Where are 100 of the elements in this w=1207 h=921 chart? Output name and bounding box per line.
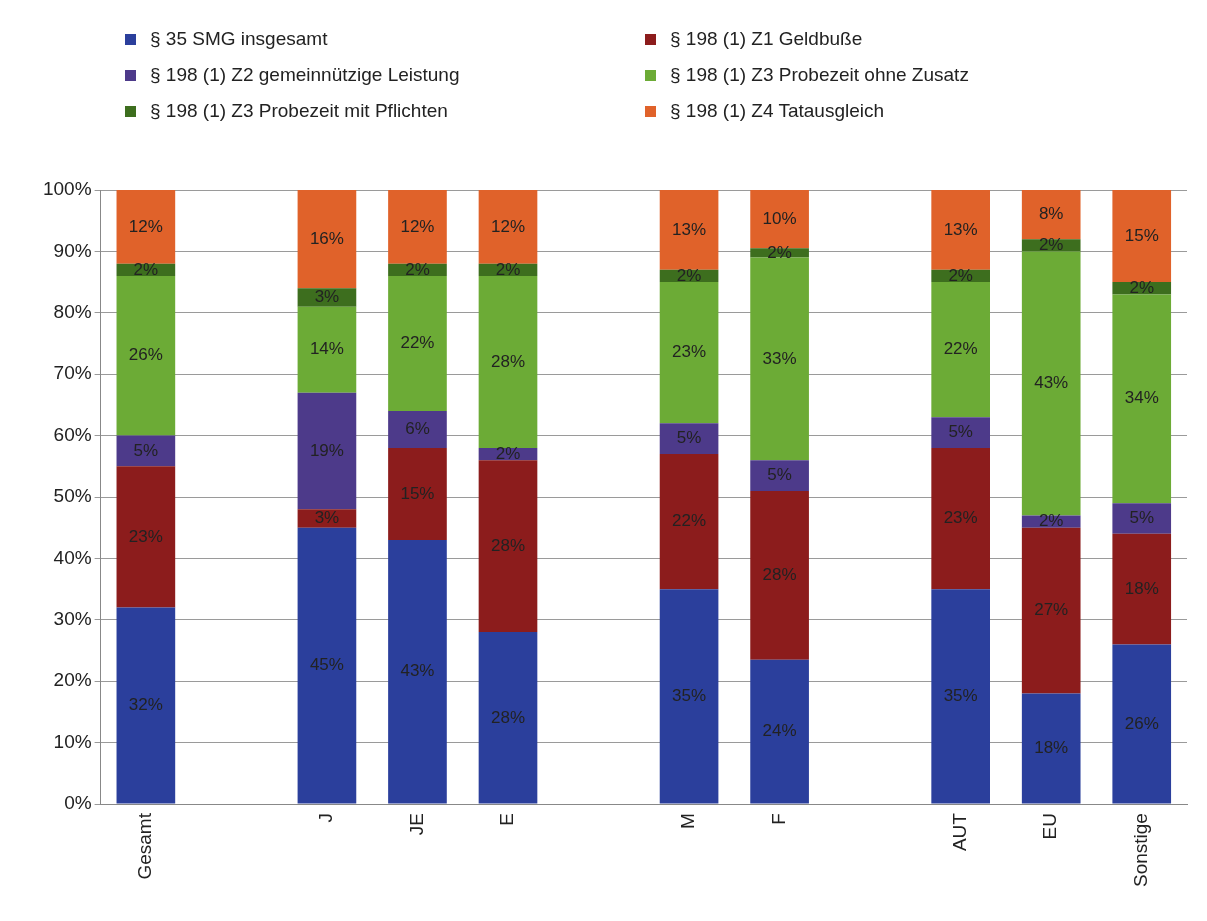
legend-label: § 198 (1) Z2 gemeinnützige Leistung <box>150 64 460 86</box>
y-tick-label: 90% <box>53 239 92 261</box>
data-label: 22% <box>400 333 435 353</box>
y-tick-label: 30% <box>53 608 92 630</box>
data-label: 43% <box>400 661 435 681</box>
bar <box>478 275 538 448</box>
bar <box>388 540 447 804</box>
x-tick-label: AUT <box>948 812 970 852</box>
bar <box>116 190 176 264</box>
x-tick-label: E <box>496 813 518 826</box>
data-label: 28% <box>490 535 526 555</box>
x-tick-label: Sonstige <box>1129 813 1151 888</box>
bar <box>478 190 538 264</box>
data-label: 28% <box>490 351 526 371</box>
bar <box>750 460 809 491</box>
data-label: 33% <box>762 348 797 368</box>
x-tick-label: J <box>315 813 337 823</box>
legend-label: § 198 (1) Z3 Probezeit mit Pflichten <box>150 100 448 122</box>
y-tick-label: 50% <box>53 485 92 507</box>
data-label: 26% <box>1124 713 1159 733</box>
data-label: 28% <box>762 565 797 585</box>
legend-label: § 198 (1) Z1 Geldbuße <box>670 28 863 50</box>
data-label: 2% <box>1129 277 1155 297</box>
bar <box>750 659 809 804</box>
bar <box>297 306 357 393</box>
data-label: 2% <box>1038 234 1064 254</box>
data-label: 12% <box>400 216 435 236</box>
data-label: 5% <box>948 422 973 442</box>
data-label: 8% <box>1038 204 1064 224</box>
bar <box>659 282 719 424</box>
y-tick-label: 0% <box>64 792 92 814</box>
data-label: 10% <box>762 208 797 228</box>
data-label: 14% <box>309 339 344 359</box>
bar <box>388 447 447 541</box>
data-label: 32% <box>128 695 163 715</box>
bar <box>659 454 719 590</box>
data-label: 2% <box>495 259 521 279</box>
data-label: 34% <box>1124 388 1159 408</box>
y-tick-label: 100% <box>42 178 92 200</box>
bar <box>931 417 990 448</box>
data-label: 2% <box>676 265 702 285</box>
data-label: 12% <box>490 216 526 236</box>
data-label: 45% <box>309 655 344 675</box>
data-label: 26% <box>128 345 163 365</box>
bar <box>659 589 719 804</box>
data-label: 24% <box>762 721 797 741</box>
data-label: 3% <box>314 287 340 307</box>
data-label: 18% <box>1124 578 1159 598</box>
data-label: 23% <box>672 342 707 362</box>
legend-label: § 35 SMG insgesamt <box>150 28 328 50</box>
bar <box>750 257 809 461</box>
y-tick-label: 10% <box>53 730 92 752</box>
bar <box>297 392 357 510</box>
data-label: 2% <box>948 265 973 285</box>
data-label: 5% <box>133 440 159 460</box>
data-label: 18% <box>1034 738 1069 758</box>
bar <box>388 190 447 264</box>
data-label: 6% <box>405 419 430 439</box>
bar <box>750 490 809 660</box>
data-label: 2% <box>1038 511 1064 531</box>
y-tick-label: 20% <box>53 669 92 691</box>
x-tick-label: JE <box>405 813 427 836</box>
bar <box>659 190 719 270</box>
bar <box>1021 527 1081 694</box>
bar <box>931 190 990 270</box>
bar <box>388 275 447 412</box>
x-tick-label: Gesamt <box>134 812 156 880</box>
legend-label: § 198 (1) Z4 Tatausgleich <box>670 100 885 122</box>
bar <box>478 632 538 804</box>
data-label: 28% <box>490 707 526 727</box>
bar <box>1112 190 1172 283</box>
bar <box>659 423 719 455</box>
data-label: 27% <box>1034 600 1069 620</box>
data-label: 12% <box>128 216 163 236</box>
data-label: 22% <box>943 339 978 359</box>
x-tick-label: M <box>677 813 699 829</box>
bar <box>1112 533 1172 645</box>
data-label: 2% <box>405 259 430 279</box>
y-tick-label: 40% <box>53 546 92 568</box>
bar <box>931 282 990 418</box>
data-label: 5% <box>767 465 792 485</box>
data-label: 35% <box>672 686 707 706</box>
x-tick-label: F <box>767 813 789 825</box>
bar <box>931 589 990 804</box>
bar <box>116 607 176 804</box>
data-label: 35% <box>943 686 978 706</box>
legend-label: § 198 (1) Z3 Probezeit ohne Zusatz <box>670 64 969 86</box>
data-label: 22% <box>672 511 707 531</box>
bar <box>388 411 447 448</box>
bar <box>1021 693 1081 804</box>
y-tick-label: 60% <box>53 423 92 445</box>
data-label: 2% <box>133 259 159 279</box>
bar <box>1021 251 1081 516</box>
bar <box>297 527 357 804</box>
bar <box>931 447 990 590</box>
data-label: 43% <box>1034 373 1069 393</box>
data-label: 23% <box>128 526 163 546</box>
x-tick-label: EU <box>1039 813 1061 840</box>
data-label: 5% <box>1129 508 1155 528</box>
bar <box>1112 294 1172 504</box>
